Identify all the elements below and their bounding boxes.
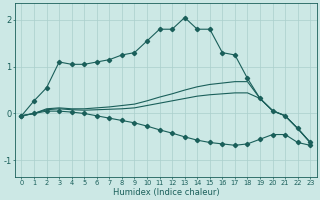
X-axis label: Humidex (Indice chaleur): Humidex (Indice chaleur) [113, 188, 219, 197]
